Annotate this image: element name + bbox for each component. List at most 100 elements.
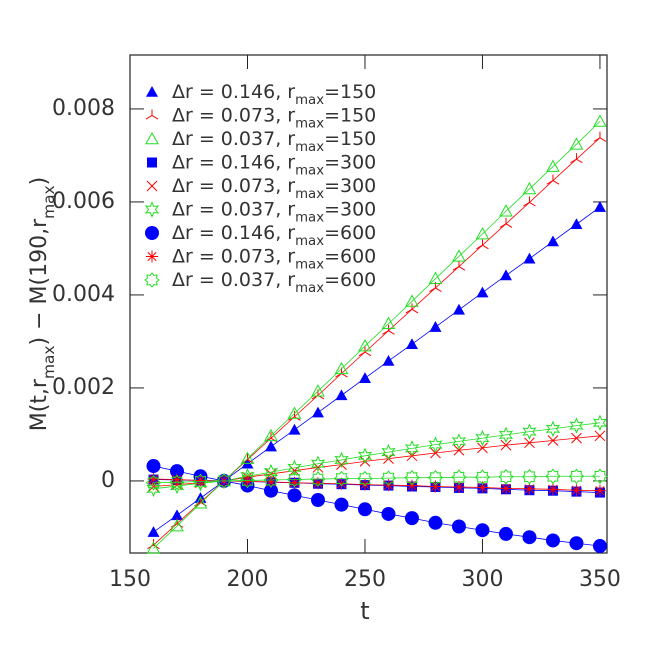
marker <box>499 204 513 217</box>
marker <box>336 459 347 471</box>
y-tick-label: 0.004 <box>52 282 115 307</box>
x-tick-label: 150 <box>109 567 151 592</box>
marker <box>429 480 442 493</box>
marker <box>546 174 560 185</box>
marker <box>545 533 560 548</box>
marker <box>452 303 465 315</box>
marker <box>381 443 396 461</box>
legend-marker <box>146 86 158 97</box>
marker <box>333 470 350 487</box>
marker <box>264 428 278 442</box>
marker <box>310 455 326 472</box>
legend-marker <box>145 226 159 240</box>
marker <box>428 436 443 453</box>
legend-marker <box>147 157 157 168</box>
marker <box>169 464 184 479</box>
marker <box>569 536 584 551</box>
marker <box>452 480 465 493</box>
marker <box>358 339 372 352</box>
marker <box>451 519 466 534</box>
marker <box>570 153 583 164</box>
marker <box>546 483 559 496</box>
y-tick-label: 0.006 <box>52 189 115 214</box>
marker <box>451 433 467 450</box>
marker <box>380 470 397 486</box>
marker <box>265 468 277 480</box>
marker <box>476 481 489 494</box>
marker <box>498 526 513 541</box>
marker <box>357 502 372 517</box>
marker <box>427 469 444 486</box>
marker <box>593 131 607 142</box>
y-axis-label: M(t,rmax) − M(190,rmax) <box>27 177 58 432</box>
marker <box>547 435 559 446</box>
marker <box>522 530 537 545</box>
marker <box>522 181 537 195</box>
marker <box>569 417 584 434</box>
marker <box>476 286 489 298</box>
marker <box>169 474 185 491</box>
marker <box>382 354 395 366</box>
marker <box>475 226 490 240</box>
legend-marker <box>145 109 159 120</box>
y-tick-label: 0 <box>101 468 115 493</box>
marker <box>546 159 560 172</box>
marker <box>428 515 443 530</box>
marker <box>451 469 467 486</box>
x-axis-label: t <box>360 597 369 625</box>
marker <box>452 249 466 262</box>
series-line <box>153 475 600 484</box>
marker <box>310 471 326 487</box>
marker <box>429 321 442 332</box>
marker <box>310 492 325 507</box>
marker <box>405 303 419 314</box>
marker <box>545 468 561 485</box>
marker <box>170 519 184 532</box>
marker <box>571 432 582 444</box>
marker <box>570 218 583 230</box>
marker <box>521 468 538 485</box>
marker <box>523 196 536 207</box>
legend-label: Δr = 0.073, rmax=300 <box>172 175 376 202</box>
marker <box>287 406 302 419</box>
legend-label: Δr = 0.073, rmax=150 <box>172 104 376 131</box>
marker <box>476 239 489 250</box>
marker <box>358 372 371 383</box>
legend-label: Δr = 0.037, rmax=600 <box>172 269 376 296</box>
marker <box>146 541 161 554</box>
y-tick-label: 0.008 <box>52 96 115 121</box>
x-tick-label: 250 <box>344 567 386 592</box>
legend-marker <box>146 180 158 192</box>
marker <box>359 456 371 467</box>
marker <box>569 137 584 150</box>
marker <box>570 484 583 497</box>
marker <box>287 488 302 503</box>
marker <box>453 444 465 456</box>
legend-label: Δr = 0.037, rmax=300 <box>172 198 376 225</box>
marker <box>404 469 420 486</box>
marker <box>381 506 396 521</box>
marker <box>429 281 442 292</box>
marker <box>430 447 441 459</box>
x-tick-label: 200 <box>226 567 268 592</box>
marker <box>452 260 466 271</box>
marker <box>592 414 608 432</box>
marker <box>499 269 512 281</box>
marker <box>475 429 490 447</box>
legend-label: Δr = 0.146, rmax=150 <box>172 81 376 108</box>
marker <box>498 426 514 444</box>
legend-label: Δr = 0.073, rmax=600 <box>172 245 376 272</box>
marker <box>428 271 443 284</box>
marker <box>239 472 256 489</box>
marker <box>288 423 301 435</box>
marker <box>334 451 349 469</box>
marker <box>474 469 491 486</box>
marker <box>523 482 536 495</box>
marker <box>146 480 161 498</box>
marker <box>498 468 514 485</box>
marker <box>357 447 373 465</box>
marker <box>263 472 279 488</box>
marker <box>263 483 278 498</box>
